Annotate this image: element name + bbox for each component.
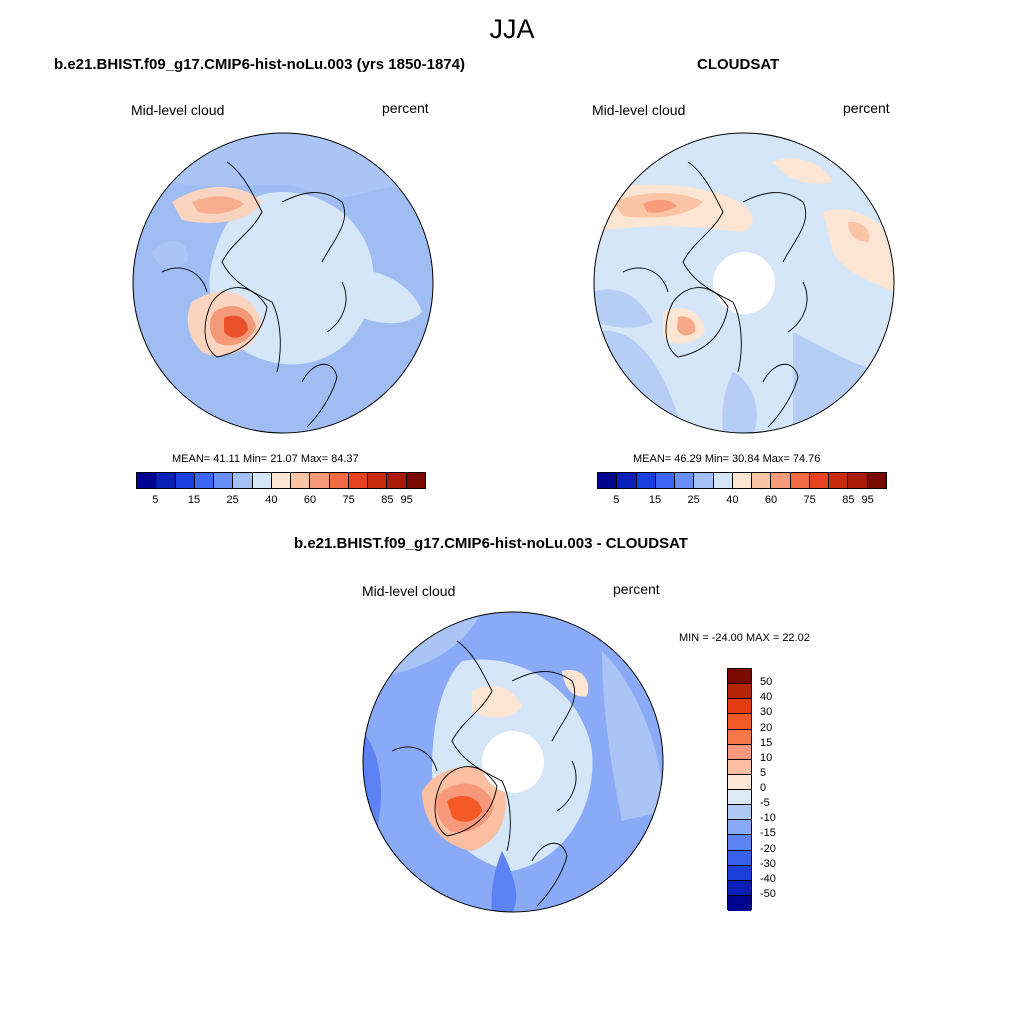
colorbar-swatch <box>233 473 253 488</box>
panel-1-colorbar <box>136 472 426 489</box>
colorbar-tick-label: 0 <box>760 782 767 794</box>
colorbar-tick-label: -40 <box>760 872 776 885</box>
colorbar-swatch <box>728 790 751 806</box>
colorbar-tick-label: 5 <box>760 766 767 779</box>
colorbar-tick-label: 40 <box>265 494 278 506</box>
colorbar-swatch <box>728 774 751 790</box>
colorbar-swatch <box>728 835 751 851</box>
panel-3-units: percent <box>613 581 660 597</box>
colorbar-tick-label: 85 <box>842 494 855 506</box>
colorbar-tick-label: -20 <box>760 842 776 855</box>
colorbar-swatch <box>655 473 676 488</box>
panel-3-map <box>362 611 664 913</box>
colorbar-swatch <box>291 473 311 488</box>
panel-1-stats: MEAN= 41.11 Min= 21.07 Max= 84.37 <box>172 453 359 465</box>
colorbar-tick-label: 40 <box>760 691 773 704</box>
colorbar-tick-label: 15 <box>648 494 662 506</box>
colorbar-swatch <box>214 473 234 488</box>
colorbar-tick-label: 25 <box>226 494 239 506</box>
colorbar-swatch <box>675 473 695 488</box>
panel-2-map <box>593 132 895 434</box>
colorbar-tick-label: -5 <box>760 797 770 810</box>
colorbar-swatch <box>252 473 272 488</box>
colorbar-swatch <box>713 473 733 488</box>
colorbar-tick-label: 60 <box>764 494 778 506</box>
colorbar-tick-label: 10 <box>760 751 773 764</box>
panel-3-title: b.e21.BHIST.f09_g17.CMIP6-hist-noLu.003 … <box>294 535 688 552</box>
panel-2-stats: MEAN= 46.29 Min= 30.84 Max= 74.76 <box>633 453 821 465</box>
colorbar-tick-label: 5 <box>613 494 620 506</box>
panel-3-colorbar <box>727 668 752 911</box>
colorbar-swatch <box>271 473 292 488</box>
colorbar-swatch <box>728 820 751 836</box>
panel-1-units: percent <box>382 100 429 116</box>
colorbar-tick-label: 85 <box>381 494 394 506</box>
colorbar-swatch <box>867 473 886 488</box>
season-title: JJA <box>489 14 535 44</box>
colorbar-swatch <box>598 473 618 488</box>
colorbar-swatch <box>387 473 407 488</box>
panel-1-title: b.e21.BHIST.f09_g17.CMIP6-hist-noLu.003 … <box>54 56 465 73</box>
colorbar-tick-label: 95 <box>861 494 874 506</box>
colorbar-tick-label: 30 <box>760 706 773 719</box>
colorbar-swatch <box>829 473 849 488</box>
panel-1-map <box>132 132 434 434</box>
panel-3-variable: Mid-level cloud <box>362 583 456 599</box>
colorbar-swatch <box>728 729 751 745</box>
colorbar-swatch <box>728 699 751 715</box>
colorbar-tick-label: 75 <box>342 494 355 506</box>
colorbar-tick-label: 15 <box>760 736 773 749</box>
panel-2-colorbar <box>597 472 887 489</box>
colorbar-tick-label: 40 <box>726 494 739 506</box>
colorbar-swatch <box>732 473 753 488</box>
colorbar-tick-label: 5 <box>152 494 159 506</box>
colorbar-swatch <box>137 473 157 488</box>
colorbar-swatch <box>694 473 714 488</box>
colorbar-swatch <box>175 473 195 488</box>
colorbar-swatch <box>771 473 791 488</box>
colorbar-swatch <box>790 473 810 488</box>
panel-1-variable: Mid-level cloud <box>131 102 225 118</box>
colorbar-swatch <box>310 473 330 488</box>
colorbar-swatch <box>728 759 751 775</box>
colorbar-tick-label: 50 <box>760 676 773 689</box>
colorbar-swatch <box>728 684 751 700</box>
panel-2-variable: Mid-level cloud <box>592 102 686 118</box>
colorbar-swatch <box>728 669 751 685</box>
colorbar-swatch <box>728 805 751 821</box>
panel-2-title: CLOUDSAT <box>697 56 780 73</box>
colorbar-swatch <box>406 473 425 488</box>
colorbar-swatch <box>752 473 772 488</box>
colorbar-tick-label: -50 <box>760 887 776 900</box>
colorbar-swatch <box>156 473 176 488</box>
colorbar-swatch <box>348 473 369 488</box>
colorbar-tick-label: -15 <box>760 827 776 840</box>
colorbar-tick-label: 95 <box>400 494 413 506</box>
colorbar-swatch <box>728 714 751 730</box>
panel-2-units: percent <box>843 100 890 116</box>
colorbar-swatch <box>728 744 751 760</box>
colorbar-swatch <box>368 473 388 488</box>
colorbar-tick-label: -30 <box>760 857 776 870</box>
colorbar-tick-label: 60 <box>303 494 317 506</box>
colorbar-swatch <box>728 865 751 881</box>
panel-3-stats: MIN = -24.00 MAX = 22.02 <box>679 632 810 644</box>
colorbar-swatch <box>636 473 656 488</box>
colorbar-tick-label: 15 <box>187 494 201 506</box>
colorbar-swatch <box>728 895 751 911</box>
colorbar-swatch <box>728 880 751 896</box>
colorbar-tick-label: -10 <box>760 812 776 825</box>
colorbar-swatch <box>194 473 215 488</box>
colorbar-tick-label: 25 <box>687 494 700 506</box>
colorbar-swatch <box>329 473 349 488</box>
colorbar-swatch <box>728 850 751 866</box>
colorbar-swatch <box>848 473 868 488</box>
colorbar-swatch <box>617 473 637 488</box>
colorbar-tick-label: 75 <box>803 494 816 506</box>
colorbar-tick-label: 20 <box>760 721 773 734</box>
colorbar-swatch <box>809 473 830 488</box>
